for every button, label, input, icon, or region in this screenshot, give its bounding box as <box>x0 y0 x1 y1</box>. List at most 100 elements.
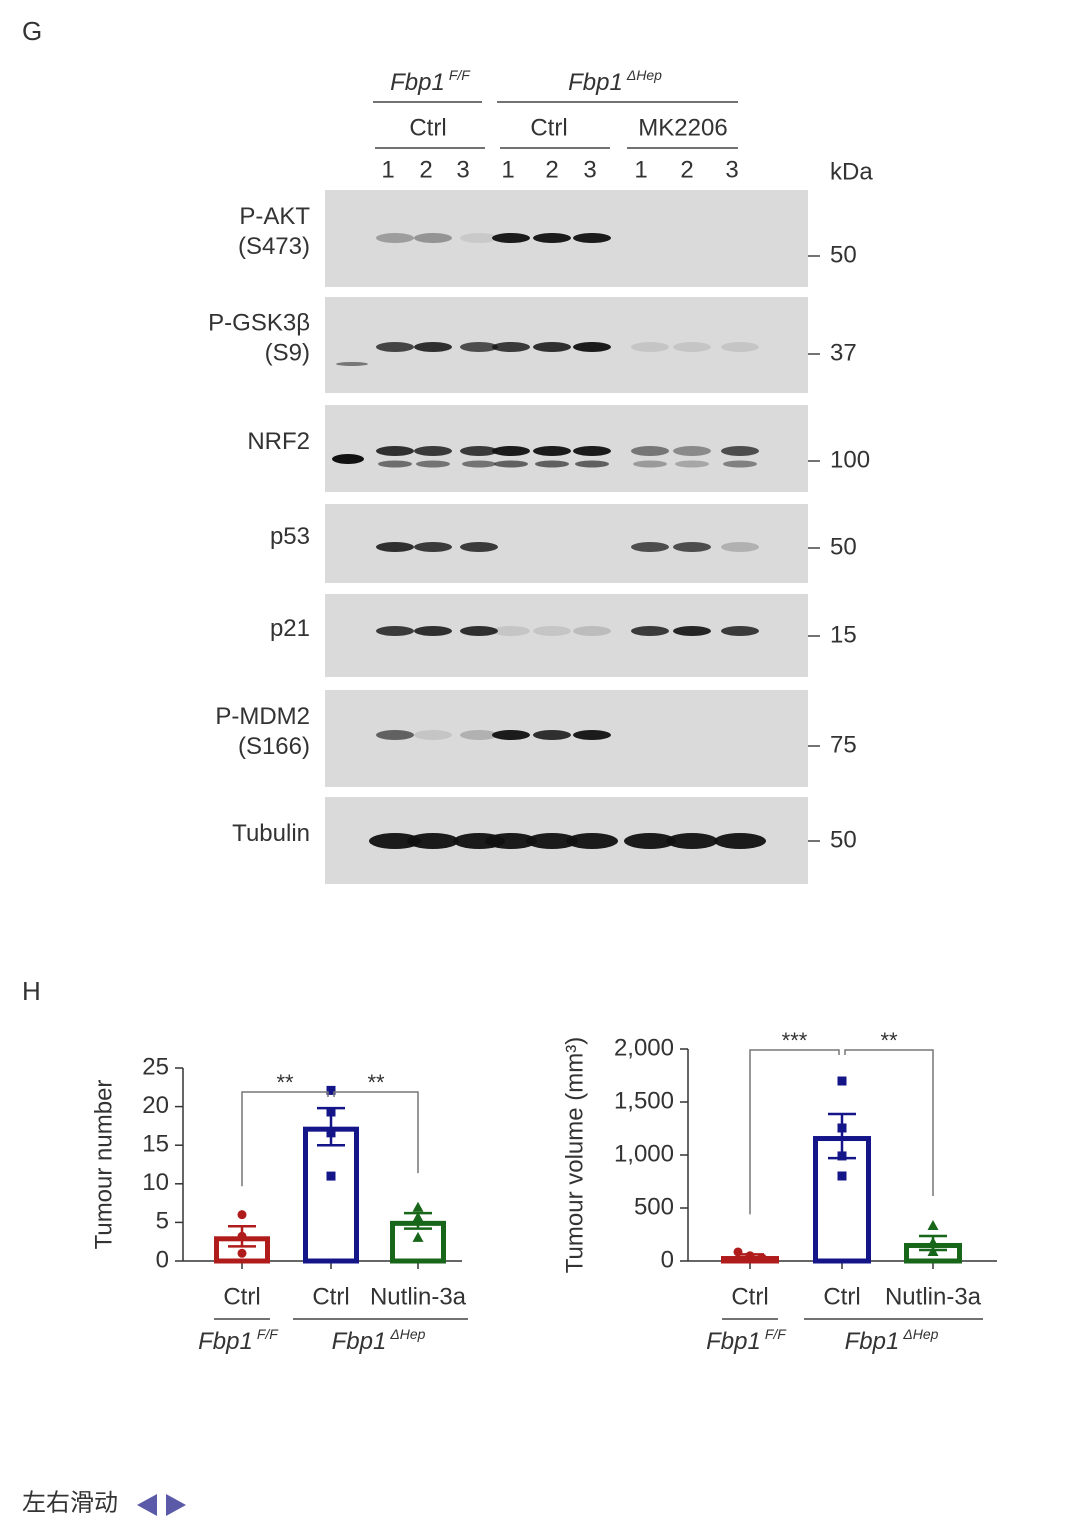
genotype-label: Fbp1 F/F <box>706 1326 787 1356</box>
blot-band <box>376 342 414 352</box>
genotype-superscript: F/F <box>257 1326 279 1342</box>
blot-band <box>414 233 452 243</box>
data-point <box>412 1211 424 1222</box>
blot-band <box>533 342 571 352</box>
lane-label: 3 <box>583 156 596 183</box>
genotype-name: Fbp1 <box>568 69 623 96</box>
genotype-superscript: F/F <box>765 1326 787 1342</box>
genotype-superscript: ΔHep <box>626 67 662 83</box>
y-tick-label: 15 <box>142 1131 169 1158</box>
blot-band <box>675 460 709 468</box>
data-point <box>837 1123 847 1133</box>
blot-band <box>460 542 498 552</box>
marker-label: 50 <box>830 241 857 268</box>
blot-band <box>533 730 571 740</box>
y-tick-label: 0 <box>661 1246 674 1273</box>
blot-band <box>378 460 412 468</box>
blot-band <box>526 833 578 849</box>
lane-label: 1 <box>501 156 514 183</box>
blot-band <box>376 446 414 456</box>
arrow-right[interactable] <box>166 1494 186 1516</box>
row-label: P-GSK3β <box>208 309 310 336</box>
blot-band <box>573 233 611 243</box>
blot-band <box>460 626 498 636</box>
y-tick-label: 1,000 <box>614 1140 674 1167</box>
ladder-band <box>332 454 364 464</box>
group-label: Ctrl <box>530 114 567 141</box>
genotype-superscript: F/F <box>449 67 471 83</box>
marker-label: 100 <box>830 446 870 473</box>
data-point <box>927 1220 939 1231</box>
blot-band <box>573 730 611 740</box>
blot-band <box>721 626 759 636</box>
unit-label: kDa <box>830 158 873 185</box>
blot-band <box>631 342 669 352</box>
y-tick-label: 500 <box>634 1193 674 1220</box>
blot-band <box>573 446 611 456</box>
footer-hint: 左右滑动 <box>22 1489 118 1516</box>
blot-band <box>492 626 530 636</box>
data-point <box>733 1247 743 1257</box>
genotype-label: Fbp1 ΔHep <box>568 67 662 97</box>
blot-band <box>535 460 569 468</box>
data-point <box>745 1251 755 1261</box>
genotype-label: Fbp1 ΔHep <box>845 1326 939 1356</box>
group-label: MK2206 <box>638 114 727 141</box>
blot-band <box>714 833 766 849</box>
genotype-label: Fbp1 F/F <box>390 67 471 97</box>
lane-label: 1 <box>634 156 647 183</box>
row-label: p21 <box>270 615 310 642</box>
significance-bracket <box>749 1049 840 1215</box>
blot-band <box>723 460 757 468</box>
lane-label: 2 <box>545 156 558 183</box>
bar <box>303 1126 359 1264</box>
blot-band <box>369 833 421 849</box>
blot-band <box>624 833 676 849</box>
arrow-left[interactable] <box>137 1494 157 1516</box>
blot-band <box>666 833 718 849</box>
blot-band <box>566 833 618 849</box>
blot-band <box>407 833 459 849</box>
lane-label: 3 <box>725 156 738 183</box>
significance-label: ** <box>276 1070 294 1095</box>
blot-band <box>492 730 530 740</box>
blot-band <box>721 542 759 552</box>
data-point <box>237 1231 247 1241</box>
blot-band <box>673 446 711 456</box>
data-point <box>927 1236 939 1247</box>
blot-band <box>485 833 537 849</box>
blot-band <box>414 730 452 740</box>
blot-band <box>492 342 530 352</box>
blot-band <box>376 233 414 243</box>
blot-band <box>673 626 711 636</box>
marker-label: 37 <box>830 339 857 366</box>
ladder-band <box>336 362 368 366</box>
row-label: (S9) <box>265 339 310 366</box>
y-tick-label: 20 <box>142 1092 169 1119</box>
blot-strip <box>325 594 808 677</box>
significance-label: ** <box>880 1028 898 1053</box>
y-axis-label: Tumour volume (mm³) <box>561 1037 588 1273</box>
data-point <box>757 1253 767 1263</box>
data-point <box>326 1107 336 1117</box>
marker-label: 75 <box>830 731 857 758</box>
lane-label: 2 <box>680 156 693 183</box>
row-label: NRF2 <box>247 428 310 455</box>
blot-band <box>533 446 571 456</box>
row-label: Tubulin <box>232 820 310 847</box>
x-tick-label: Ctrl <box>312 1283 349 1310</box>
data-point <box>412 1201 424 1212</box>
genotype-superscript: ΔHep <box>389 1326 425 1342</box>
panel-label: H <box>22 976 41 1006</box>
blot-band <box>414 626 452 636</box>
genotype-label: Fbp1 ΔHep <box>332 1326 426 1356</box>
y-axis-label: Tumour number <box>90 1080 117 1250</box>
blot-band <box>414 342 452 352</box>
blot-band <box>533 233 571 243</box>
y-tick-label: 25 <box>142 1053 169 1080</box>
blot-band <box>494 460 528 468</box>
y-tick-label: 10 <box>142 1169 169 1196</box>
blot-band <box>460 730 498 740</box>
data-point <box>837 1076 847 1086</box>
